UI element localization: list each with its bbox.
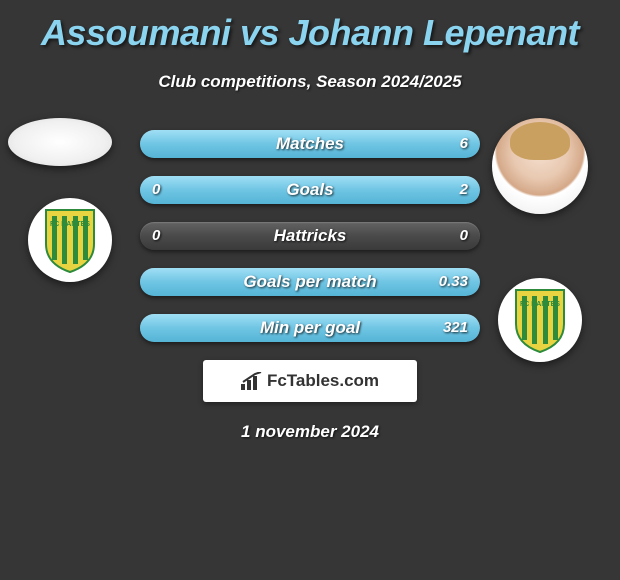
- date-text: 1 november 2024: [0, 422, 620, 442]
- player-photo-right: [492, 118, 588, 214]
- attribution-box: FcTables.com: [203, 360, 417, 402]
- stat-label: Hattricks: [140, 222, 480, 250]
- club-badge-right: FC NANTES: [498, 278, 582, 362]
- shield-icon: FC NANTES: [512, 286, 568, 354]
- stat-value-right: 6: [460, 130, 468, 158]
- stat-value-right: 321: [443, 314, 468, 342]
- stat-value-right: 0.33: [439, 268, 468, 296]
- stat-label: Goals: [140, 176, 480, 204]
- attribution-text: FcTables.com: [267, 371, 379, 391]
- page-title: Assoumani vs Johann Lepenant: [0, 0, 620, 54]
- stat-label: Goals per match: [140, 268, 480, 296]
- stat-bar: 0Hattricks0: [140, 222, 480, 250]
- stat-bar: Goals per match0.33: [140, 268, 480, 296]
- stat-bar: 0Goals2: [140, 176, 480, 204]
- chart-icon: [241, 372, 263, 390]
- stat-label: Min per goal: [140, 314, 480, 342]
- stat-label: Matches: [140, 130, 480, 158]
- subtitle: Club competitions, Season 2024/2025: [0, 72, 620, 92]
- svg-text:FC NANTES: FC NANTES: [520, 301, 560, 308]
- stat-value-right: 2: [460, 176, 468, 204]
- stat-value-right: 0: [460, 222, 468, 250]
- club-badge-left: FC NANTES: [28, 198, 112, 282]
- stat-bar: Min per goal321: [140, 314, 480, 342]
- stat-bar: Matches6: [140, 130, 480, 158]
- stats-area: FC NANTES FC NANTES Matches60Goals20Hatt…: [0, 130, 620, 442]
- svg-text:FC NANTES: FC NANTES: [50, 221, 90, 228]
- shield-icon: FC NANTES: [42, 206, 98, 274]
- player-photo-left: [8, 118, 112, 166]
